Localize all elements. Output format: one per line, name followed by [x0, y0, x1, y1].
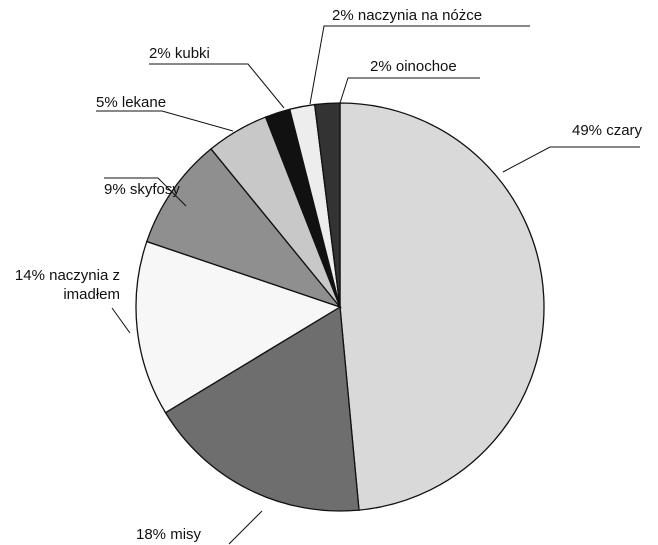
value-label: 2%	[332, 7, 354, 24]
value-label: 9%	[104, 181, 126, 198]
slice-label: 9% skyfosy	[104, 180, 180, 199]
slice-label: 18% misy	[136, 525, 201, 544]
category-label: lekane	[121, 94, 167, 111]
value-label: 18%	[136, 526, 167, 543]
pie-slice	[145, 148, 342, 309]
leader-line	[104, 177, 187, 207]
leader-line	[111, 307, 131, 334]
category-label: oinochoe	[395, 58, 457, 75]
slice-label: 5% lekane	[96, 93, 166, 112]
category-label: czary	[606, 122, 643, 139]
pie-slice	[313, 102, 341, 308]
category-label: naczynia na nóżce	[357, 7, 483, 24]
value-label: 2%	[370, 58, 392, 75]
slice-label: 2% naczynia na nóżce	[332, 6, 482, 25]
category-label: misy	[170, 526, 202, 543]
category-label: kubki	[174, 45, 210, 62]
value-label: 14%	[14, 267, 45, 284]
value-label: 2%	[149, 45, 171, 62]
category-label: skyfosy	[129, 181, 180, 198]
slice-label: 2% kubki	[149, 44, 210, 63]
value-label: 5%	[96, 94, 118, 111]
leader-line	[339, 77, 480, 104]
leader-line	[228, 510, 263, 545]
leader-line	[149, 63, 285, 109]
leader-line	[502, 146, 640, 173]
slice-label: 14% naczynia z imadłem	[8, 266, 120, 304]
pie-slice	[339, 102, 545, 511]
pie-slice	[164, 305, 360, 512]
slice-label: 49% czary	[572, 121, 642, 140]
slice-label: 2% oinochoe	[370, 57, 457, 76]
category-label: naczynia z imadłem	[49, 267, 120, 303]
leader-line	[96, 110, 234, 132]
value-label: 49%	[572, 122, 603, 139]
leader-line	[309, 25, 530, 105]
pie-slice	[135, 240, 342, 414]
